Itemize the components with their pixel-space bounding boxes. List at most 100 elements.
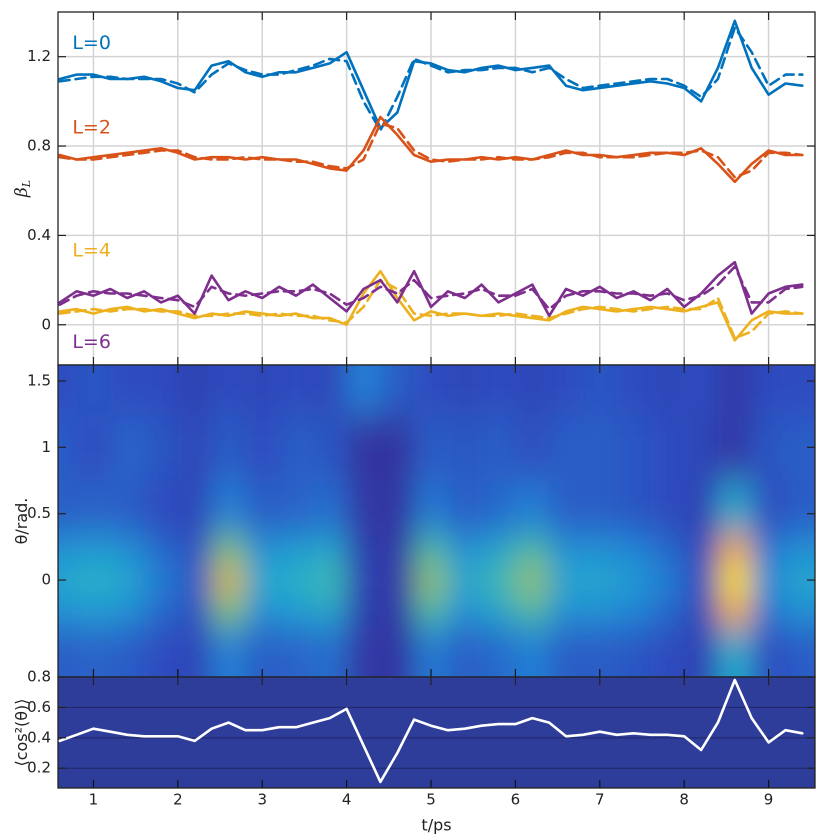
- heatmap-cell: [684, 593, 719, 628]
- heatmap-cell: [650, 533, 685, 568]
- heatmap-cell: [549, 566, 584, 594]
- heatmap-cell: [515, 480, 550, 535]
- heatmap-cell: [58, 626, 78, 677]
- heatmap-cell: [447, 480, 483, 535]
- series-line: [58, 678, 804, 784]
- y-tick-label: 1.2: [27, 47, 51, 65]
- y-tick-label: 0: [41, 571, 51, 589]
- heatmap-cell: [144, 533, 179, 568]
- heatmap-cell: [346, 593, 381, 628]
- heatmap-cell: [110, 626, 145, 677]
- heatmap-cell: [76, 365, 111, 415]
- heatmap-cell: [414, 414, 449, 482]
- heatmap-cell: [650, 480, 685, 535]
- heatmap-cell: [414, 480, 449, 535]
- heatmap-cell: [279, 626, 314, 677]
- x-tick-label: 7: [595, 791, 605, 809]
- heatmap-cell: [481, 626, 516, 677]
- heatmap-cell: [110, 593, 145, 628]
- heatmap-cell: [414, 533, 449, 568]
- y-tick-label: 0.4: [27, 728, 51, 746]
- heatmap-cell: [312, 414, 348, 482]
- heatmap-cell: [211, 566, 246, 594]
- heatmap-cell: [279, 593, 314, 628]
- heatmap-cell: [177, 533, 213, 568]
- heatmap-cell: [110, 414, 145, 482]
- heatmap-cell: [346, 414, 381, 482]
- heatmap-cell: [144, 365, 179, 415]
- heatmap-cell: [717, 566, 753, 594]
- heatmap-cell: [177, 626, 213, 677]
- heatmap-cell: [447, 626, 483, 677]
- y-axis-label-text: β: [12, 187, 32, 198]
- heatmap-cell: [414, 365, 449, 415]
- plot-background: [58, 677, 815, 788]
- heatmap-cell: [245, 480, 280, 535]
- heatmap-cell: [582, 566, 618, 594]
- heatmap-cell: [346, 626, 381, 677]
- heatmap-cell: [481, 414, 516, 482]
- plot-area: [58, 677, 815, 784]
- heatmap-cell: [177, 566, 213, 594]
- heatmap-cell: [177, 414, 213, 482]
- heatmap-cell: [279, 566, 314, 594]
- heatmap-cell: [380, 480, 415, 535]
- annotation: L=0: [72, 32, 111, 54]
- heatmap-cell: [549, 365, 584, 415]
- heatmap-cell: [515, 414, 550, 482]
- heatmap-cell: [76, 626, 111, 677]
- heatmap-cell: [58, 566, 78, 594]
- heatmap-cell: [76, 414, 111, 482]
- heatmap-cell: [312, 566, 348, 594]
- heatmap-cell: [76, 593, 111, 628]
- heatmap-cell: [751, 365, 786, 415]
- heatmap-cell: [650, 593, 685, 628]
- y-tick-label: 0.6: [27, 698, 51, 716]
- heatmap-cell: [481, 480, 516, 535]
- annotation: L=2: [72, 117, 111, 139]
- heatmap-cell: [684, 414, 719, 482]
- y-tick-label: 1: [41, 438, 51, 456]
- heatmap-cell: [346, 480, 381, 535]
- heatmap-cell: [582, 414, 618, 482]
- annotation: L=4: [72, 240, 111, 262]
- heatmap-cell: [76, 480, 111, 535]
- heatmap-cell: [245, 365, 280, 415]
- y-tick-label: 1.5: [27, 371, 51, 389]
- heatmap-cell: [549, 533, 584, 568]
- heatmap-cell: [177, 593, 213, 628]
- heatmap-cell: [144, 414, 179, 482]
- heatmap-cell: [684, 626, 719, 677]
- heatmap-cell: [616, 480, 651, 535]
- heatmap-cell: [582, 480, 618, 535]
- x-tick-label: 3: [257, 791, 267, 809]
- heatmap-cell: [785, 480, 815, 535]
- heatmap-cell: [144, 566, 179, 594]
- y-axis-label-text: ⟨cos²(θ)⟩: [12, 698, 31, 766]
- y-axis-label-sub: L: [20, 180, 33, 188]
- heatmap-cell: [717, 480, 753, 535]
- heatmap-cell: [481, 593, 516, 628]
- heatmap-cell: [245, 566, 280, 594]
- series-line: [58, 115, 804, 184]
- heatmap-cell: [447, 593, 483, 628]
- series-line: [58, 278, 804, 340]
- heatmap-cell: [76, 566, 111, 594]
- heatmap-cell: [76, 533, 111, 568]
- heatmap-cell: [58, 365, 78, 415]
- heatmap-cell: [447, 414, 483, 482]
- plot-background: [58, 12, 815, 365]
- heatmap-cell: [785, 626, 815, 677]
- heatmap-cell: [110, 533, 145, 568]
- y-tick-label: 0.5: [27, 504, 51, 522]
- heatmap-cell: [616, 365, 651, 415]
- heatmap-cell: [650, 414, 685, 482]
- heatmap-cell: [312, 365, 348, 415]
- plot-area: [58, 365, 815, 677]
- heatmap-cell: [717, 593, 753, 628]
- heatmap-cell: [549, 414, 584, 482]
- heatmap-cell: [549, 626, 584, 677]
- heatmap-cell: [380, 593, 415, 628]
- annotation: L=6: [72, 331, 111, 353]
